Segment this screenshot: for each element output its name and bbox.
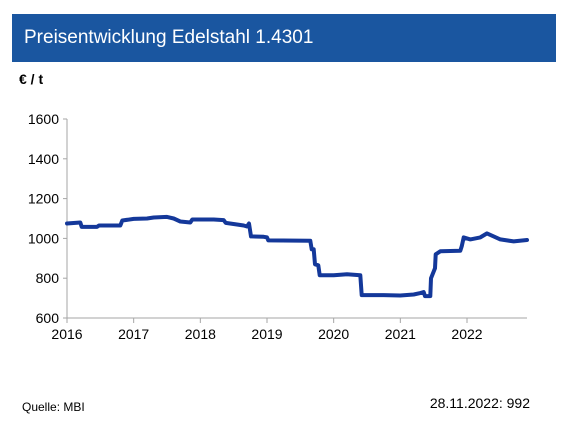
price-series-line — [65, 214, 529, 299]
title-banner: Preisentwicklung Edelstahl 1.4301 — [12, 14, 556, 62]
x-tick-label: 2021 — [385, 326, 416, 342]
y-axis: 600 800 1000 1200 1400 1600 — [28, 111, 68, 326]
x-tick-label: 2022 — [451, 326, 482, 342]
x-tick-label: 2018 — [185, 326, 216, 342]
x-tick-label: 2017 — [118, 326, 149, 342]
y-tick-label: 1400 — [28, 151, 59, 167]
source-note: Quelle: MBI — [22, 400, 85, 414]
x-tick-label: 2020 — [318, 326, 349, 342]
chart-title: Preisentwicklung Edelstahl 1.4301 — [24, 27, 314, 48]
series-layer — [65, 214, 529, 299]
y-tick-label: 1600 — [28, 111, 59, 127]
y-axis-unit-label: € / t — [19, 71, 44, 87]
x-tick-label: 2016 — [51, 326, 82, 342]
date-value-stamp: 28.11.2022: 992 — [429, 395, 530, 411]
y-tick-label: 600 — [36, 310, 60, 326]
y-tick-label: 1200 — [28, 191, 59, 207]
y-tick-label: 1000 — [28, 230, 59, 246]
x-axis: 2016 2017 2018 2019 2020 2021 2022 — [51, 317, 527, 342]
y-tick-label: 800 — [36, 270, 60, 286]
x-tick-label: 2019 — [251, 326, 282, 342]
